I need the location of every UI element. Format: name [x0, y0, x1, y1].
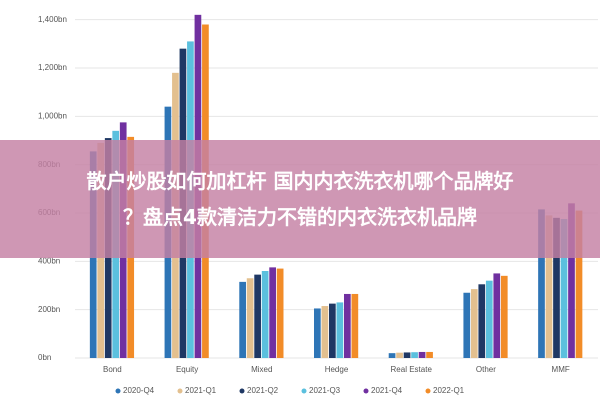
legend-marker [239, 388, 245, 394]
y-tick-label: 400bn [38, 256, 60, 265]
bar [388, 353, 396, 358]
bar [426, 351, 433, 358]
legend-marker [363, 388, 369, 394]
bar [538, 209, 545, 358]
bar [269, 267, 276, 358]
bar [351, 293, 359, 358]
bar [493, 273, 501, 358]
bar [411, 352, 418, 358]
bar [418, 351, 426, 358]
y-tick-label: 0bn [38, 353, 51, 362]
legend-marker [425, 388, 431, 394]
y-tick-label: 200bn [38, 305, 60, 314]
bar [545, 215, 553, 358]
bar [254, 274, 261, 358]
legend-marker [115, 388, 121, 394]
y-tick-label: 1,200bn [38, 63, 67, 72]
bar [560, 219, 568, 358]
legend-label: 2021-Q2 [247, 386, 279, 395]
bar [485, 280, 493, 358]
bar [336, 302, 344, 358]
bar [321, 306, 329, 358]
bar [344, 293, 351, 358]
legend-label: 2022-Q1 [433, 386, 465, 395]
bar [568, 203, 575, 358]
bar [470, 289, 478, 358]
bar [261, 271, 269, 358]
bar [329, 303, 336, 358]
x-tick-label: Real Estate [391, 365, 433, 374]
bar [478, 284, 486, 358]
x-tick-label: Bond [103, 365, 122, 374]
legend-label: 2021-Q4 [371, 386, 403, 395]
bar [553, 217, 560, 358]
bar [575, 210, 583, 358]
x-tick-label: Mixed [251, 365, 272, 374]
legend-label: 2021-Q3 [309, 386, 341, 395]
x-tick-label: MMF [552, 365, 570, 374]
legend-label: 2021-Q1 [185, 386, 217, 395]
y-tick-label: 1,000bn [38, 111, 67, 120]
bar [276, 268, 284, 358]
bar [463, 292, 471, 358]
overlay-line: ？盘点4款清洁力不错的内衣洗衣机品牌 [123, 205, 477, 229]
legend-label: 2020-Q4 [123, 386, 155, 395]
x-tick-label: Other [476, 365, 496, 374]
bar [314, 308, 321, 358]
bar [246, 278, 254, 358]
x-tick-label: Equity [176, 365, 198, 374]
legend-marker [177, 388, 183, 394]
bar [403, 352, 411, 358]
x-tick-label: Hedge [325, 365, 349, 374]
overlay-banner: 散户炒股如何加杠杆 国内内衣洗衣机哪个品牌好 ？盘点4款清洁力不错的内衣洗衣机品… [0, 140, 600, 258]
y-tick-label: 1,400bn [38, 15, 67, 24]
bar [239, 281, 246, 358]
legend-marker [301, 388, 307, 394]
bar [396, 352, 403, 358]
overlay-line: 散户炒股如何加杠杆 国内内衣洗衣机哪个品牌好 [86, 169, 514, 193]
bar [500, 275, 508, 358]
